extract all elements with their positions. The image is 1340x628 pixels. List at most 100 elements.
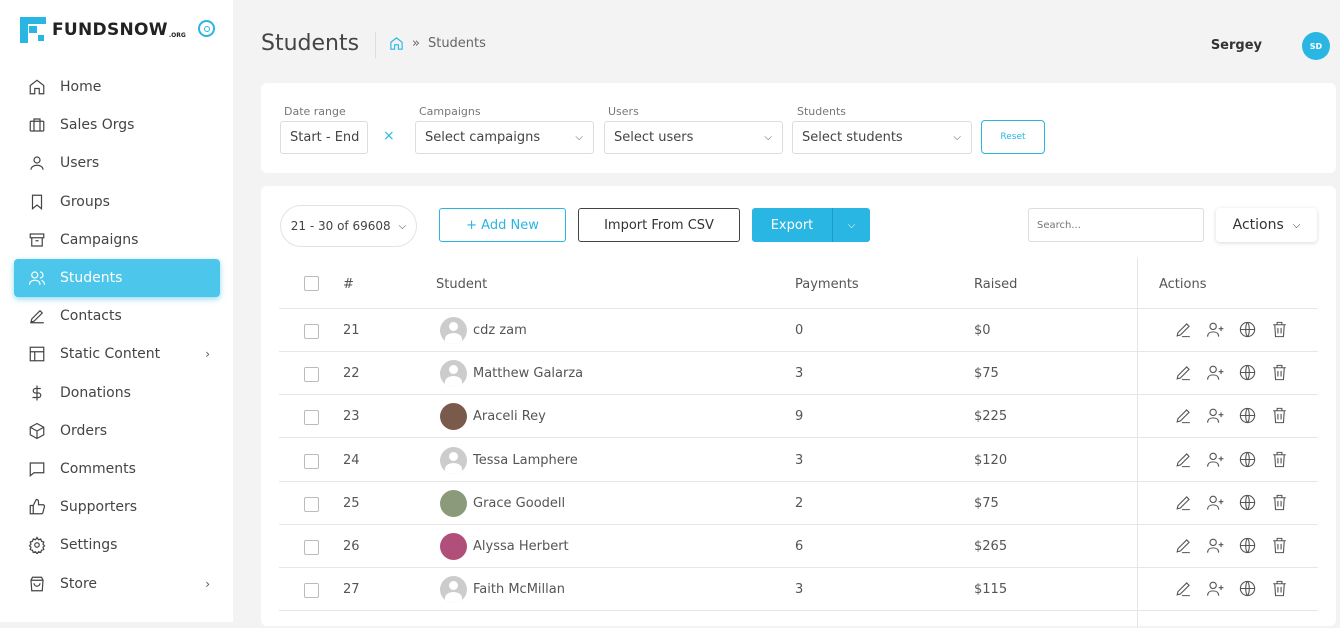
default-avatar-icon <box>440 360 467 388</box>
search-input[interactable] <box>1028 208 1204 242</box>
student-name[interactable]: Matthew Galarza <box>473 366 584 382</box>
raised-amount: $0 <box>974 323 991 338</box>
student-name[interactable]: Araceli Rey <box>473 409 546 425</box>
add-user-icon[interactable] <box>1206 450 1225 469</box>
add-user-icon[interactable] <box>1206 536 1225 555</box>
sidebar-item-groups[interactable]: Groups <box>14 183 220 221</box>
breadcrumb: » Students <box>389 36 486 51</box>
trash-icon[interactable] <box>1270 406 1289 425</box>
globe-icon[interactable] <box>1238 406 1257 425</box>
sidebar-item-supporters[interactable]: Supporters <box>14 488 220 526</box>
sidebar-item-campaigns[interactable]: Campaigns <box>14 221 220 259</box>
edit-icon[interactable] <box>1174 363 1193 382</box>
edit-icon[interactable] <box>1174 406 1193 425</box>
globe-icon[interactable] <box>1238 450 1257 469</box>
row-checkbox[interactable] <box>304 367 319 383</box>
user-name[interactable]: Sergey <box>1210 38 1262 53</box>
col-student[interactable]: Student <box>436 277 488 292</box>
bookmark-icon <box>31 194 43 210</box>
table-row: 26 Alyssa Herbert 6 $265 <box>279 525 1318 568</box>
row-checkbox[interactable] <box>304 410 319 426</box>
export-dropdown-button[interactable]: ⌵ <box>832 208 870 242</box>
sidebar-item-home[interactable]: Home <box>14 68 220 106</box>
edit-icon[interactable] <box>1174 450 1193 469</box>
campaigns-select[interactable]: Select campaigns ⌵ <box>415 121 594 154</box>
globe-icon[interactable] <box>1238 320 1257 339</box>
sidebar-item-label: Users <box>60 155 100 172</box>
row-actions <box>1155 320 1289 339</box>
campaigns-label: Campaigns <box>419 105 481 118</box>
globe-icon[interactable] <box>1238 579 1257 598</box>
sidebar-item-static-content[interactable]: Static Content › <box>14 335 220 373</box>
student-name[interactable]: Tessa Lamphere <box>473 452 578 468</box>
sidebar-item-comments[interactable]: Comments <box>14 450 220 488</box>
row-checkbox[interactable] <box>304 453 319 469</box>
trash-icon[interactable] <box>1270 450 1289 469</box>
date-range-input[interactable]: Start - End <box>280 121 368 154</box>
pagination-select[interactable]: 21 - 30 of 69608 ⌵ <box>280 205 417 247</box>
brand-name: FUNDSNOW <box>52 20 168 40</box>
box-icon <box>29 422 45 439</box>
sidebar-item-donations[interactable]: Donations <box>14 374 220 412</box>
globe-icon[interactable] <box>1238 363 1257 382</box>
sidebar-toggle-icon[interactable] <box>198 20 215 37</box>
avatar[interactable]: SD <box>1302 32 1330 60</box>
add-user-icon[interactable] <box>1206 406 1225 425</box>
import-csv-button[interactable]: Import From CSV <box>578 208 740 242</box>
student-name[interactable]: Grace Goodell <box>473 495 566 511</box>
edit-icon[interactable] <box>1174 320 1193 339</box>
add-user-icon[interactable] <box>1206 320 1225 339</box>
export-button[interactable]: Export <box>752 208 832 242</box>
sidebar-item-contacts[interactable]: Contacts <box>14 297 220 335</box>
add-new-button[interactable]: + Add New <box>439 208 566 242</box>
actions-dropdown[interactable]: Actions ⌵ <box>1216 208 1317 242</box>
sidebar-item-store[interactable]: Store › <box>14 564 220 602</box>
row-actions <box>1155 493 1289 512</box>
row-actions <box>1155 363 1289 382</box>
add-user-icon[interactable] <box>1206 493 1225 512</box>
trash-icon[interactable] <box>1270 320 1289 339</box>
col-raised[interactable]: Raised <box>974 277 1018 292</box>
globe-icon[interactable] <box>1238 536 1257 555</box>
row-number: 21 <box>343 323 360 338</box>
home-icon[interactable] <box>389 36 404 51</box>
col-payments[interactable]: Payments <box>795 277 859 292</box>
clear-date-button[interactable]: × <box>383 128 395 144</box>
trash-icon[interactable] <box>1270 363 1289 382</box>
row-checkbox[interactable] <box>304 540 319 555</box>
sidebar-item-orders[interactable]: Orders <box>14 412 220 450</box>
add-user-icon[interactable] <box>1206 579 1225 598</box>
student-name[interactable]: Faith McMillan <box>473 582 565 598</box>
students-select[interactable]: Select students ⌵ <box>792 121 972 154</box>
trash-icon[interactable] <box>1270 579 1289 598</box>
table-row: 21 cdz zam 0 $0 <box>279 309 1318 352</box>
logo[interactable]: FUNDSNOW .ORG <box>20 17 186 43</box>
row-checkbox[interactable] <box>304 496 319 512</box>
logo-icon <box>20 17 46 43</box>
sidebar-item-users[interactable]: Users <box>14 144 220 182</box>
actions-label: Actions <box>1232 217 1284 233</box>
reset-button[interactable]: Reset <box>981 120 1045 154</box>
sidebar-item-students[interactable]: Students <box>14 258 220 298</box>
sidebar-item-sales-orgs[interactable]: Sales Orgs <box>14 106 220 144</box>
globe-icon[interactable] <box>1238 493 1257 512</box>
add-user-icon[interactable] <box>1206 363 1225 382</box>
select-all-checkbox[interactable] <box>304 276 319 291</box>
trash-icon[interactable] <box>1270 536 1289 555</box>
edit-icon[interactable] <box>1174 579 1193 598</box>
home-icon <box>29 79 45 95</box>
row-checkbox[interactable] <box>304 583 319 599</box>
student-name[interactable]: cdz zam <box>473 323 527 338</box>
payments-count: 6 <box>795 539 804 554</box>
payments-count: 0 <box>795 323 804 338</box>
student-photo <box>440 533 467 560</box>
student-name[interactable]: Alyssa Herbert <box>473 539 569 554</box>
row-checkbox[interactable] <box>304 324 319 339</box>
edit-icon[interactable] <box>1174 536 1193 555</box>
layout-icon <box>29 347 45 362</box>
default-avatar-icon <box>440 446 467 474</box>
trash-icon[interactable] <box>1270 493 1289 512</box>
sidebar-item-settings[interactable]: Settings <box>14 526 220 564</box>
users-select[interactable]: Select users ⌵ <box>604 121 783 154</box>
edit-icon[interactable] <box>1174 493 1193 512</box>
